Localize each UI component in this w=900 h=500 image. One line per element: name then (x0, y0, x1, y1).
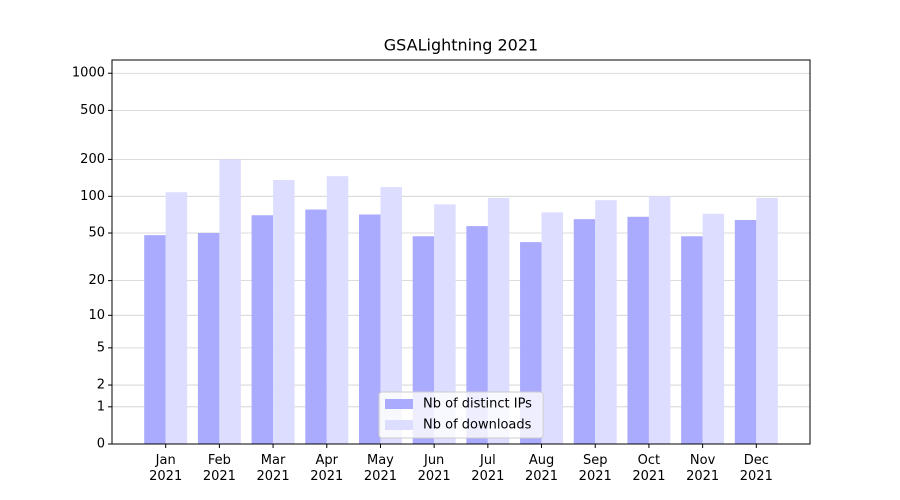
x-tick-label: Nov 2021 (686, 453, 720, 484)
bar (756, 197, 778, 444)
bar (648, 196, 671, 444)
y-tick-label: 1 (97, 399, 105, 414)
legend: Nb of distinct IPs Nb of downloads (378, 391, 544, 439)
legend-label: Nb of distinct IPs (423, 397, 532, 412)
bar (144, 235, 166, 444)
x-tick-label: Mar 2021 (256, 453, 290, 484)
bar (595, 200, 617, 444)
axes-frame (111, 59, 811, 445)
bar (466, 226, 488, 444)
bar (305, 209, 327, 444)
y-tick-label: 1000 (72, 66, 105, 81)
bar (251, 215, 274, 444)
bar (273, 179, 295, 444)
y-tick-label: 500 (80, 103, 105, 118)
x-tick-label: Jan 2021 (149, 453, 183, 484)
bar (358, 214, 381, 444)
legend-swatch (385, 399, 413, 409)
y-tick-label: 10 (88, 308, 105, 323)
legend-label: Nb of downloads (423, 418, 532, 433)
bar (487, 197, 510, 444)
bar (702, 213, 725, 444)
bar (326, 176, 349, 444)
x-tick-label: Jul 2021 (471, 453, 505, 484)
chart-title: GSALightning 2021 (384, 36, 538, 55)
bar (734, 219, 757, 444)
x-tick-label: May 2021 (363, 453, 397, 484)
bar (573, 219, 596, 444)
x-tick-label: Apr 2021 (310, 453, 344, 484)
bar (434, 204, 456, 444)
y-tick-label: 0 (97, 437, 105, 452)
x-tick-label: Feb 2021 (202, 453, 236, 484)
x-tick-label: Dec 2021 (739, 453, 773, 484)
y-tick-label: 5 (97, 340, 105, 355)
legend-box (378, 391, 544, 439)
bar (681, 236, 703, 444)
x-tick-label: Sep 2021 (578, 453, 612, 484)
x-tick-label: Oct 2021 (632, 453, 666, 484)
bar (219, 159, 241, 444)
y-tick-label: 200 (80, 152, 105, 167)
bar (627, 216, 649, 444)
bar (541, 212, 564, 444)
y-tick-label: 50 (88, 225, 105, 240)
bar (165, 192, 188, 444)
x-tick-label: Aug 2021 (524, 453, 559, 484)
y-tick-label: 2 (97, 378, 105, 393)
y-tick-label: 20 (88, 273, 105, 288)
bar (197, 232, 220, 444)
legend-swatch (385, 420, 413, 430)
bar (380, 187, 402, 444)
y-tick-label: 100 (80, 189, 105, 204)
x-tick-label: Jun 2021 (417, 453, 451, 484)
